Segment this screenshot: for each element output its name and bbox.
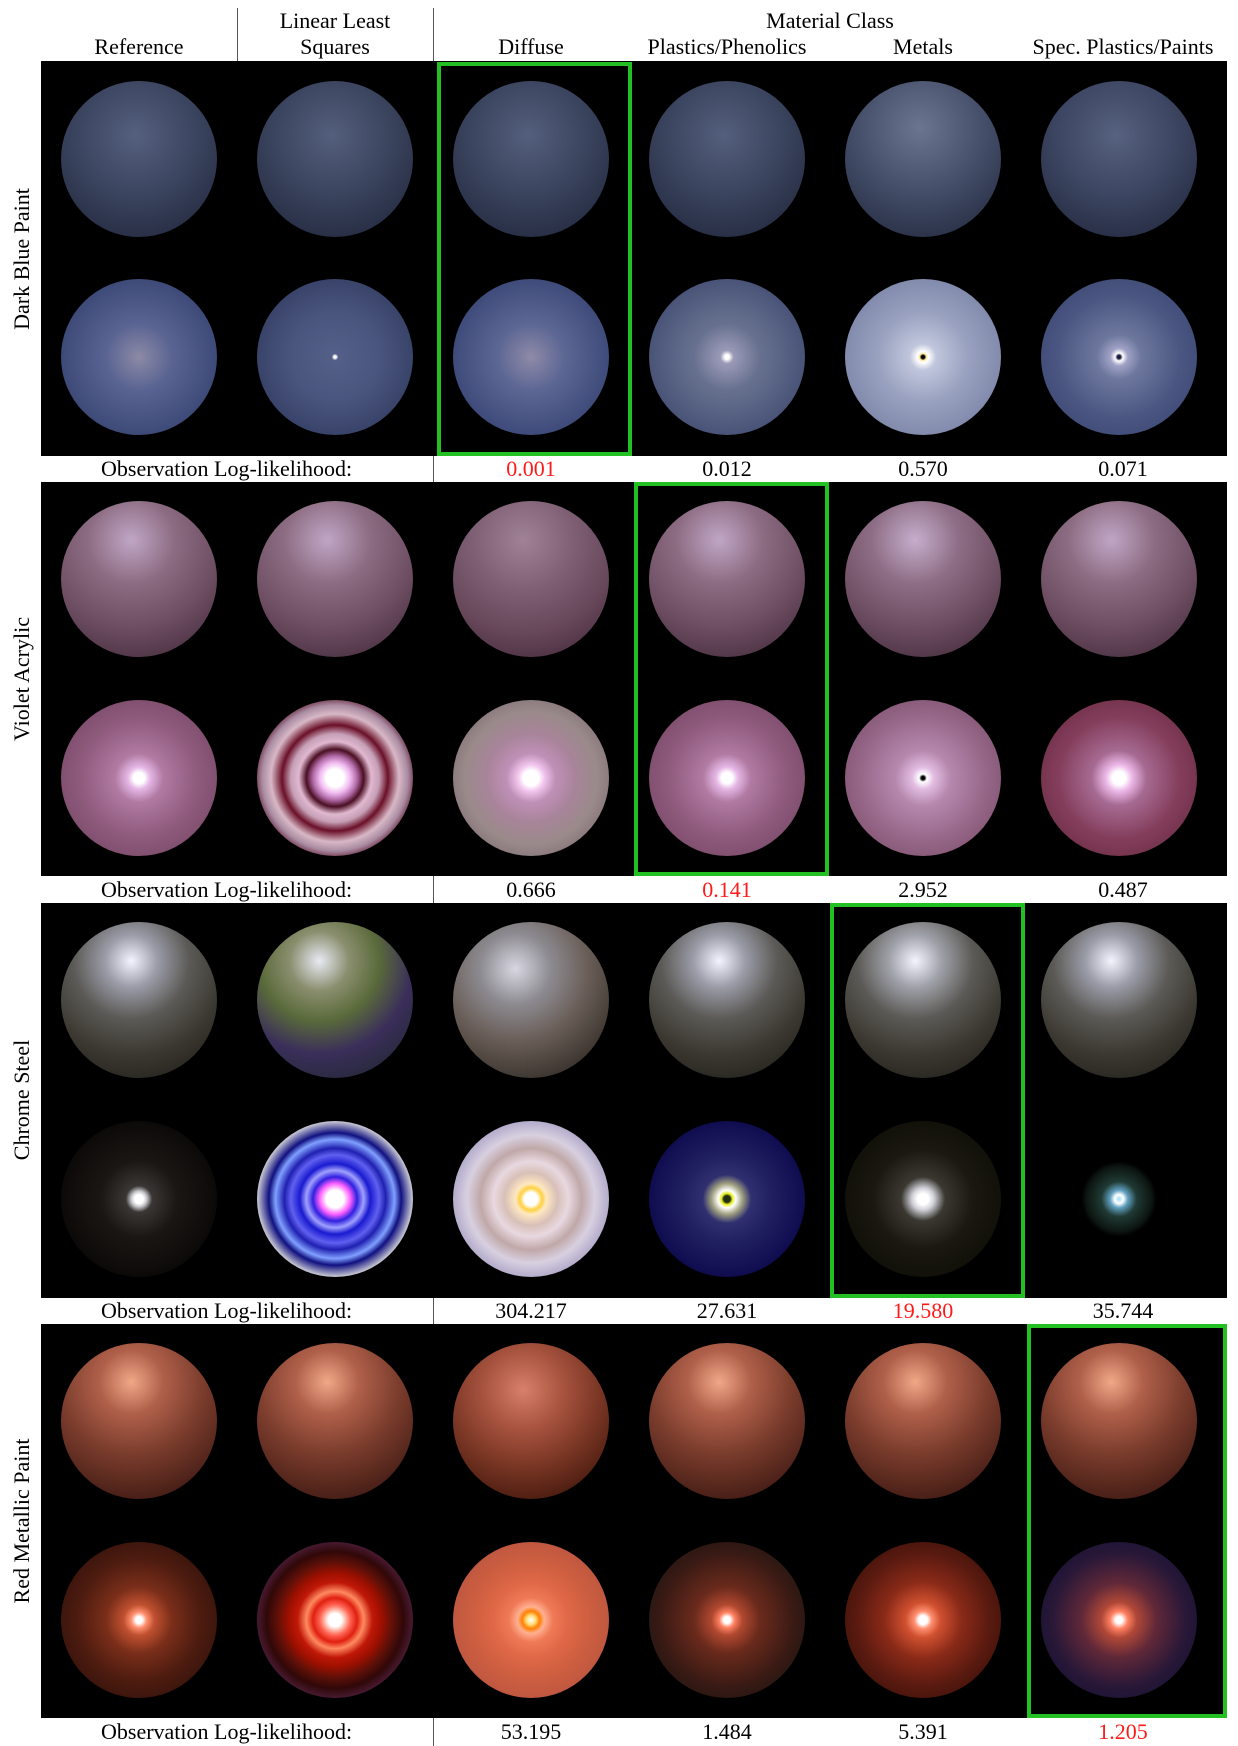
header-spec-plastics: Spec. Plastics/Paints (1032, 34, 1214, 59)
sphere-render (453, 1343, 609, 1499)
header-lls-line2: Squares (300, 34, 370, 59)
sphere-render (453, 81, 609, 237)
sphere-render (1041, 81, 1197, 237)
obs-divider (433, 1718, 434, 1746)
sphere-render (649, 501, 805, 657)
obs-label: Observation Log-likelihood: (101, 877, 353, 902)
sphere-illumination (61, 700, 217, 856)
sphere-illumination (1041, 1121, 1197, 1277)
sphere-render (1041, 501, 1197, 657)
sphere-render (453, 922, 609, 1078)
sphere-render (649, 1343, 805, 1499)
sphere-render (649, 81, 805, 237)
log-likelihood-value: 1.205 (1098, 1719, 1148, 1744)
sphere-illumination (1041, 700, 1197, 856)
sphere-illumination (845, 700, 1001, 856)
obs-label: Observation Log-likelihood: (101, 1719, 353, 1744)
obs-label: Observation Log-likelihood: (101, 456, 353, 481)
sphere-render (845, 501, 1001, 657)
sphere-illumination (61, 1121, 217, 1277)
sphere-illumination (649, 1121, 805, 1277)
log-likelihood-value: 0.487 (1098, 877, 1148, 902)
sphere-render (61, 1343, 217, 1499)
sphere-illumination (845, 1542, 1001, 1698)
header-reference: Reference (94, 34, 184, 59)
obs-label: Observation Log-likelihood: (101, 1298, 353, 1323)
log-likelihood-value: 0.666 (506, 877, 556, 902)
log-likelihood-value: 2.952 (898, 877, 948, 902)
sphere-illumination (257, 700, 413, 856)
best-class-highlight (830, 903, 1025, 1298)
sphere-render (61, 501, 217, 657)
sphere-render (649, 922, 805, 1078)
sphere-illumination (453, 700, 609, 856)
sphere-illumination (845, 279, 1001, 435)
sphere-render (257, 922, 413, 1078)
sphere-illumination (453, 279, 609, 435)
log-likelihood-value: 0.071 (1098, 456, 1148, 481)
sphere-illumination (649, 700, 805, 856)
sphere-render (845, 922, 1001, 1078)
header-lls-line1: Linear Least (279, 8, 391, 33)
log-likelihood-value: 0.570 (898, 456, 948, 481)
log-likelihood-value: 27.631 (696, 1298, 758, 1323)
sphere-illumination (257, 1542, 413, 1698)
sphere-render (1041, 1343, 1197, 1499)
log-likelihood-value: 1.484 (702, 1719, 752, 1744)
panel-chrome-steel (41, 903, 1227, 1298)
sphere-illumination (453, 1121, 609, 1277)
obs-divider (433, 456, 434, 482)
row-label-chrome-steel: Chrome Steel (9, 1039, 34, 1161)
sphere-illumination (453, 1542, 609, 1698)
header-divider-right (433, 8, 434, 62)
sphere-illumination (61, 1542, 217, 1698)
header-metals: Metals (893, 34, 953, 59)
sphere-render (257, 81, 413, 237)
sphere-illumination (1041, 279, 1197, 435)
row-label-red-metallic-paint: Red Metallic Paint (9, 1438, 34, 1604)
sphere-illumination (649, 1542, 805, 1698)
log-likelihood-value: 0.141 (702, 877, 752, 902)
log-likelihood-value: 5.391 (898, 1719, 948, 1744)
row-label-dark-blue-paint: Dark Blue Paint (9, 188, 34, 330)
sphere-render (1041, 922, 1197, 1078)
log-likelihood-value: 0.001 (506, 456, 556, 481)
header-material-class: Material Class (766, 8, 894, 33)
obs-divider (433, 876, 434, 903)
sphere-illumination (649, 279, 805, 435)
log-likelihood-value: 0.012 (702, 456, 752, 481)
sphere-illumination (845, 1121, 1001, 1277)
obs-divider (433, 1298, 434, 1324)
sphere-render (845, 1343, 1001, 1499)
row-label-violet-acrylic: Violet Acrylic (9, 617, 34, 741)
sphere-render (61, 922, 217, 1078)
header-rule (41, 61, 1227, 62)
best-class-highlight (1027, 1324, 1227, 1718)
header-divider-left (237, 8, 238, 62)
sphere-illumination (61, 279, 217, 435)
sphere-render (61, 81, 217, 237)
log-likelihood-value: 19.580 (892, 1298, 954, 1323)
sphere-render (257, 1343, 413, 1499)
sphere-render (453, 501, 609, 657)
header-plastics: Plastics/Phenolics (647, 34, 807, 59)
log-likelihood-value: 35.744 (1092, 1298, 1154, 1323)
sphere-illumination (257, 1121, 413, 1277)
log-likelihood-value: 304.217 (495, 1298, 567, 1323)
sphere-illumination (1041, 1542, 1197, 1698)
panel-dark-blue-paint (41, 62, 1227, 456)
log-likelihood-value: 53.195 (500, 1719, 562, 1744)
sphere-render (845, 81, 1001, 237)
best-class-highlight (437, 62, 632, 456)
best-class-highlight (634, 482, 829, 876)
sphere-render (257, 501, 413, 657)
sphere-illumination (257, 279, 413, 435)
header-diffuse: Diffuse (498, 34, 564, 59)
